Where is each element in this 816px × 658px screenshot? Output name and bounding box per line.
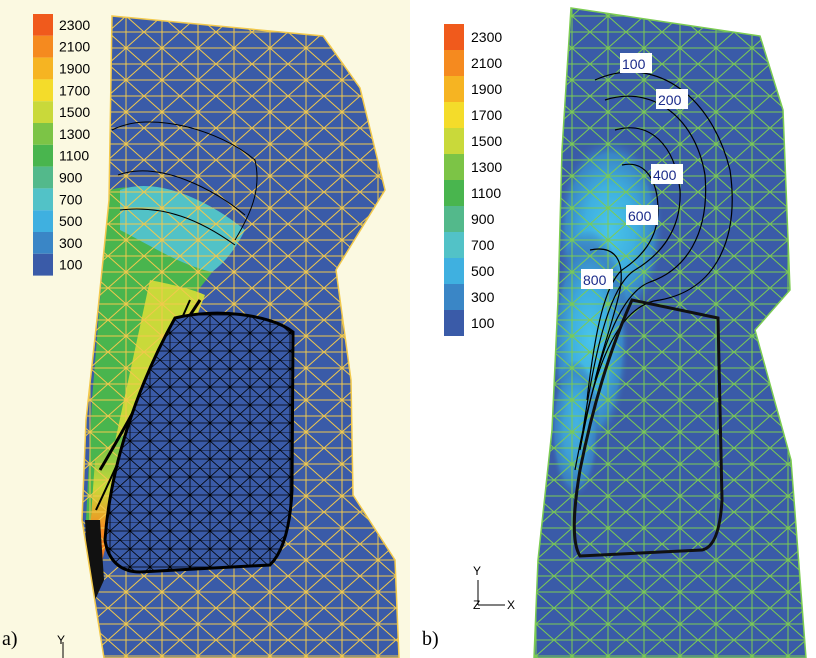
legend-label: 500 <box>471 263 495 279</box>
contour-label: 100 <box>620 53 652 73</box>
legend-label: 300 <box>59 235 83 251</box>
legend-label: 1900 <box>59 61 90 77</box>
legend-swatch <box>444 258 464 284</box>
svg-text:400: 400 <box>653 167 677 183</box>
panel-b-contour <box>574 71 733 471</box>
svg-text:600: 600 <box>628 208 652 224</box>
panel-a-contour <box>119 208 236 246</box>
panel-a-axis-y-label: Y <box>57 633 65 647</box>
panel-b-domain-outline <box>533 7 807 658</box>
legend-swatch <box>33 144 53 167</box>
legend-swatch <box>444 76 464 102</box>
legend-label: 1500 <box>471 133 502 149</box>
legend-label: 2300 <box>59 17 90 33</box>
legend-swatch <box>444 180 464 206</box>
legend-label: 900 <box>59 170 83 186</box>
legend-swatch <box>444 206 464 232</box>
legend-label: 700 <box>59 191 83 207</box>
legend-label: 1900 <box>471 81 502 97</box>
legend-swatch <box>444 232 464 258</box>
legend-label: 1500 <box>59 104 90 120</box>
panel-a-contour <box>117 170 246 216</box>
legend-label: 1100 <box>471 185 501 201</box>
svg-text:200: 200 <box>658 92 682 108</box>
legend-label: 100 <box>59 257 83 273</box>
panel-a-domain-outline <box>81 15 400 658</box>
panel-b-contour <box>579 95 707 451</box>
contour-label: 600 <box>626 205 658 225</box>
legend-swatch <box>444 128 464 154</box>
legend-swatch <box>33 79 53 102</box>
legend-label: 1100 <box>59 148 89 164</box>
legend-swatch <box>444 284 464 310</box>
panel-b-contour <box>582 127 681 431</box>
legend-swatch <box>33 188 53 211</box>
panel-b-axis-triad: Y X Z <box>473 564 515 612</box>
legend-swatch <box>33 123 53 145</box>
legend-label: 100 <box>471 315 495 331</box>
panel-b-axis-x-label: X <box>507 598 515 612</box>
panel-b-contour <box>589 248 622 381</box>
panel-a-contour <box>111 121 258 241</box>
legend-swatch <box>33 253 53 276</box>
legend-swatch <box>33 101 53 123</box>
panel-b-label: b) <box>422 628 439 650</box>
legend-swatch <box>33 210 53 232</box>
contour-label: 800 <box>581 269 613 289</box>
panel-b: 100 200 400 600 800 2300 2100 1900 1700 1500… <box>410 0 816 658</box>
contour-label: 200 <box>656 89 688 109</box>
contour-label: 400 <box>651 164 683 184</box>
legend-label: 500 <box>59 213 83 229</box>
legend-label: 2300 <box>471 29 502 45</box>
legend-label: 300 <box>471 289 495 305</box>
legend-label: 1300 <box>59 126 90 142</box>
panel-a-canvas: 2300 2100 1900 1700 1500 1300 1100 900 700 500 300… <box>0 0 410 658</box>
legend-swatch <box>33 232 53 254</box>
svg-text:100: 100 <box>622 56 646 72</box>
legend-label: 1700 <box>59 82 90 98</box>
legend-label: 2100 <box>59 39 90 55</box>
legend-label: 700 <box>471 237 495 253</box>
panel-b-contour-labels: 100 200 400 600 800 <box>581 53 688 289</box>
panel-a-inner-boundary <box>103 311 295 574</box>
panel-b-axis-z-label: Z <box>473 598 480 612</box>
panel-b-canvas: 100 200 400 600 800 2300 2100 1900 1700 1500… <box>444 7 807 658</box>
legend-label: 900 <box>471 211 495 227</box>
panel-a-inner-mesh <box>105 313 293 572</box>
legend-label: 2100 <box>471 55 502 71</box>
panel-a-axis-triad: Y <box>57 633 65 658</box>
legend-swatch <box>33 35 53 58</box>
panel-b-axis-y-label: Y <box>473 564 481 578</box>
legend-swatch <box>33 14 53 36</box>
legend-swatch <box>33 57 53 80</box>
svg-text:800: 800 <box>583 272 607 288</box>
panel-b-inner-boundary <box>572 298 724 558</box>
legend-swatch <box>444 154 464 180</box>
panel-b-legend: 2300 2100 1900 1700 1500 1300 1100 900 700 500 300… <box>444 24 502 336</box>
legend-swatch <box>33 166 53 189</box>
legend-label: 1300 <box>471 159 502 175</box>
legend-swatch <box>444 102 464 128</box>
panel-a-label: a) <box>2 628 18 650</box>
panel-a: 2300 2100 1900 1700 1500 1300 1100 900 700 500 300… <box>0 0 410 658</box>
legend-swatch <box>444 50 464 76</box>
panel-a-legend: 2300 2100 1900 1700 1500 1300 1100 900 700 500 300… <box>33 14 90 276</box>
legend-swatch <box>444 24 464 50</box>
panel-b-contour <box>586 163 659 401</box>
legend-label: 1700 <box>471 107 502 123</box>
legend-swatch <box>444 310 464 336</box>
